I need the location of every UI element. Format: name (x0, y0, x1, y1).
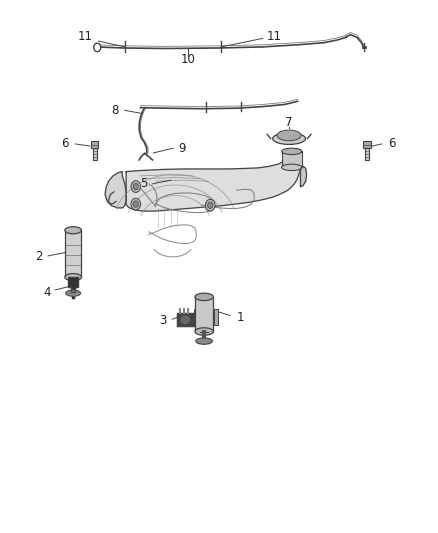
Bar (194, 309, 198, 325)
Ellipse shape (65, 273, 81, 281)
Bar (282, 151, 302, 167)
Circle shape (131, 198, 141, 210)
Text: 7: 7 (285, 116, 293, 129)
Text: 8: 8 (111, 104, 118, 117)
Ellipse shape (65, 227, 81, 234)
Circle shape (208, 202, 213, 208)
Bar (91, 141, 98, 148)
Text: 6: 6 (61, 138, 69, 150)
Text: 1: 1 (236, 311, 244, 324)
Bar (195, 297, 213, 332)
Polygon shape (68, 277, 78, 292)
Text: 6: 6 (388, 138, 396, 150)
Bar (65, 230, 81, 277)
Ellipse shape (277, 130, 301, 141)
Ellipse shape (180, 315, 191, 325)
Ellipse shape (195, 328, 213, 335)
Text: 2: 2 (35, 251, 42, 263)
Polygon shape (126, 149, 300, 211)
Bar (92, 148, 97, 160)
Bar (365, 148, 369, 160)
Circle shape (133, 183, 138, 190)
Ellipse shape (282, 148, 302, 155)
Text: 4: 4 (43, 286, 51, 298)
Circle shape (133, 201, 138, 207)
Ellipse shape (282, 164, 302, 171)
Text: 9: 9 (178, 142, 186, 155)
Circle shape (131, 181, 141, 192)
Bar (364, 141, 371, 148)
Polygon shape (105, 172, 126, 208)
Ellipse shape (272, 133, 306, 144)
Circle shape (94, 43, 101, 52)
Circle shape (205, 199, 215, 211)
Polygon shape (177, 313, 194, 326)
Polygon shape (300, 166, 307, 187)
Text: 11: 11 (266, 30, 281, 43)
Text: 11: 11 (78, 30, 93, 43)
Bar (214, 309, 218, 325)
Ellipse shape (66, 290, 81, 296)
Text: 10: 10 (181, 53, 196, 66)
Ellipse shape (196, 338, 212, 344)
Text: 5: 5 (140, 177, 147, 190)
Text: 3: 3 (159, 314, 166, 327)
Ellipse shape (195, 293, 213, 301)
